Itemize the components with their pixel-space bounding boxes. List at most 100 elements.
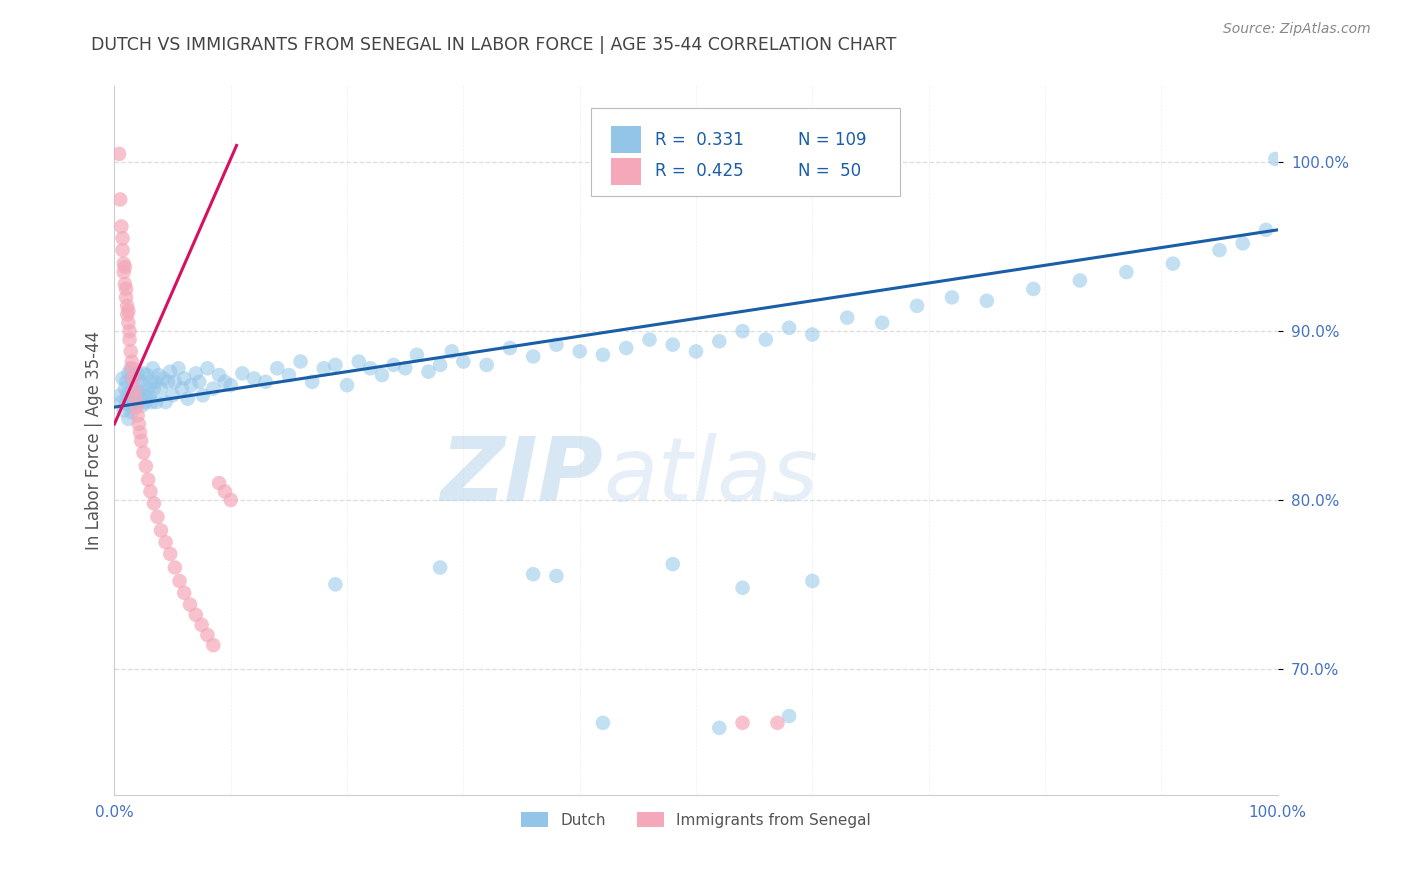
Point <box>124 392 146 406</box>
Point <box>592 715 614 730</box>
Point <box>149 382 172 396</box>
Point <box>440 344 463 359</box>
Point <box>254 375 277 389</box>
Point <box>191 388 214 402</box>
Point <box>114 277 136 291</box>
Point <box>202 382 225 396</box>
Point <box>127 367 149 381</box>
Point <box>243 371 266 385</box>
Point <box>138 388 160 402</box>
Point <box>546 569 568 583</box>
Point <box>118 384 141 399</box>
Point <box>208 368 231 382</box>
Point <box>801 574 824 588</box>
Point <box>731 324 754 338</box>
Point <box>111 243 134 257</box>
Point <box>176 392 198 406</box>
Point <box>118 399 141 413</box>
Point <box>219 378 242 392</box>
Point <box>155 395 177 409</box>
Point <box>325 577 347 591</box>
Point <box>231 367 253 381</box>
Point <box>266 361 288 376</box>
Point <box>156 375 179 389</box>
Point <box>159 365 181 379</box>
Point <box>301 375 323 389</box>
Point <box>121 371 143 385</box>
Point <box>336 378 359 392</box>
Point <box>132 367 155 381</box>
Text: atlas: atlas <box>603 434 818 519</box>
Point <box>638 333 661 347</box>
Point <box>778 709 800 723</box>
Point <box>111 371 134 385</box>
Point <box>778 320 800 334</box>
Point <box>170 382 193 396</box>
Point <box>125 400 148 414</box>
Point <box>122 392 145 406</box>
Point <box>118 333 141 347</box>
Point <box>325 358 347 372</box>
Point <box>122 368 145 382</box>
Point <box>837 310 859 325</box>
Point <box>1264 152 1286 166</box>
Point <box>214 484 236 499</box>
Point <box>188 375 211 389</box>
Point <box>146 509 169 524</box>
Point <box>112 257 135 271</box>
Point <box>125 375 148 389</box>
Point <box>136 473 159 487</box>
Point <box>135 459 157 474</box>
Point <box>801 327 824 342</box>
Point <box>1115 265 1137 279</box>
Point <box>117 316 139 330</box>
Point <box>131 399 153 413</box>
Point <box>208 476 231 491</box>
Point <box>115 290 138 304</box>
Point <box>499 341 522 355</box>
Point <box>117 412 139 426</box>
Point <box>121 361 143 376</box>
Point <box>418 365 440 379</box>
Point <box>169 574 191 588</box>
Point <box>173 371 195 385</box>
Point <box>661 557 683 571</box>
Point <box>110 219 132 234</box>
Point <box>163 375 186 389</box>
Text: ZIP: ZIP <box>440 433 603 520</box>
Point <box>134 388 156 402</box>
Text: R =  0.425: R = 0.425 <box>655 162 744 180</box>
Point <box>731 715 754 730</box>
Point <box>155 535 177 549</box>
Point <box>149 524 172 538</box>
Point <box>152 371 174 385</box>
Point <box>115 282 138 296</box>
Point <box>202 638 225 652</box>
Point <box>110 388 132 402</box>
Legend: Dutch, Immigrants from Senegal: Dutch, Immigrants from Senegal <box>515 805 877 834</box>
Point <box>905 299 928 313</box>
Point <box>359 361 381 376</box>
Y-axis label: In Labor Force | Age 35-44: In Labor Force | Age 35-44 <box>86 331 103 550</box>
Point <box>522 350 544 364</box>
Point <box>976 293 998 308</box>
Point <box>1254 223 1277 237</box>
Point <box>115 299 138 313</box>
Point <box>568 344 591 359</box>
Point <box>522 567 544 582</box>
Point <box>142 361 165 376</box>
Point <box>121 354 143 368</box>
Point <box>219 492 242 507</box>
Point <box>129 425 152 440</box>
Point <box>277 368 299 382</box>
Point <box>148 368 170 382</box>
Point <box>135 395 157 409</box>
Point <box>143 375 166 389</box>
Point <box>167 361 190 376</box>
Point <box>290 354 312 368</box>
Point <box>394 361 416 376</box>
Point <box>132 446 155 460</box>
Point <box>145 395 167 409</box>
Point <box>1161 257 1184 271</box>
Point <box>347 354 370 368</box>
